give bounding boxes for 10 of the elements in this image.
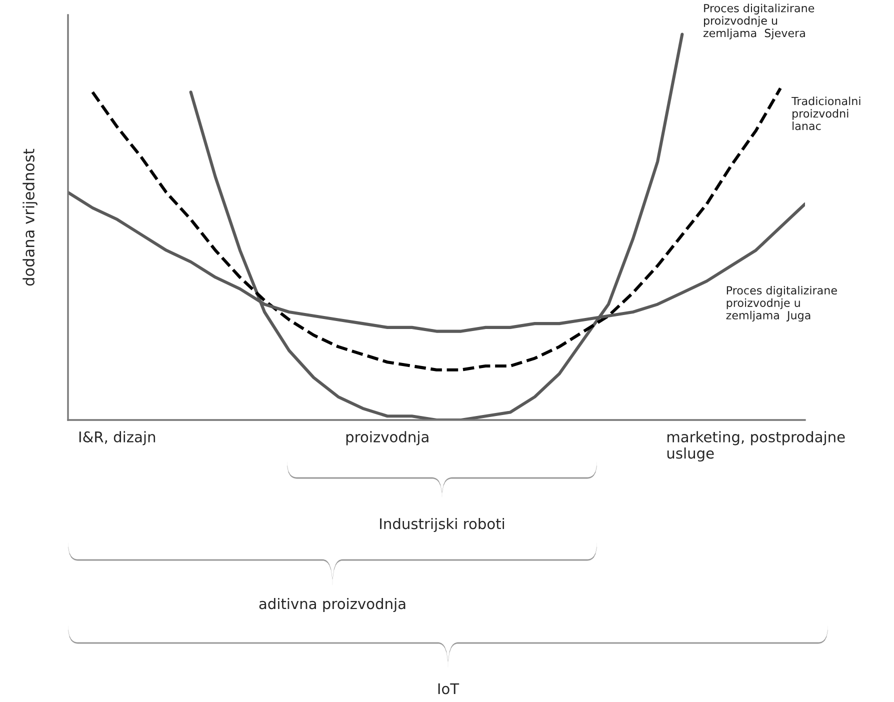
text: aditivna proizvodnja [259,598,406,612]
series-label: Tradicionalni proizvodni lanac [792,96,860,130]
series-label: Proces digitalizirane proizvodnje u zemljama Sjevera [703,4,814,40]
x-tick-label: I&R, dizajn [79,431,156,446]
series-label: Proces digitalizirane proizvodnje u zemljama Juga [726,286,837,322]
y-axis-title: dodana vrijednost [22,148,38,286]
x-tick-label: marketing, postprodajne usluge [667,431,845,462]
text: Industrijski roboti [380,518,504,532]
text: IoT [438,683,460,694]
x-tick-label: proizvodnja [346,431,428,446]
